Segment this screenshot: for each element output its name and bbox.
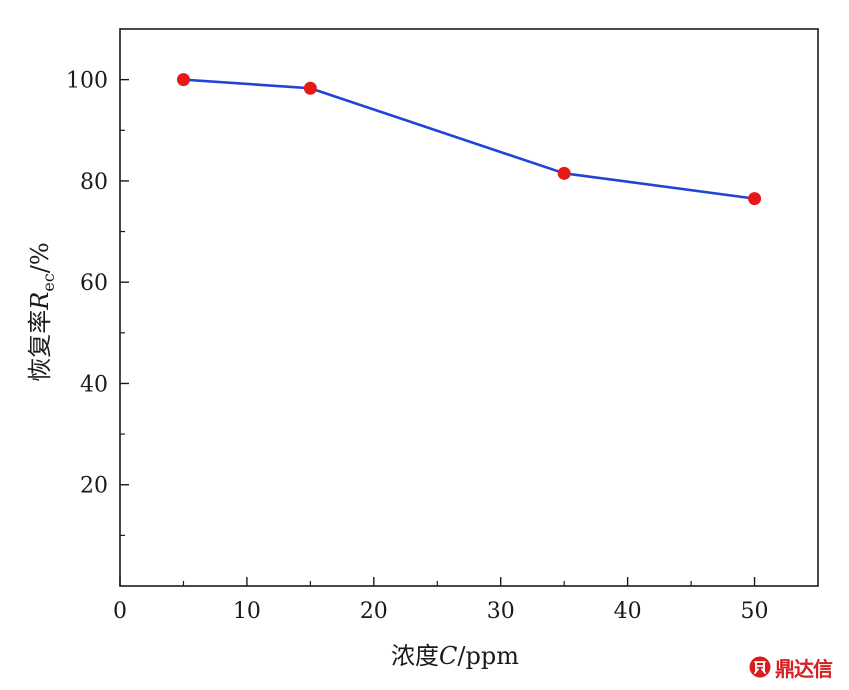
data-point [748,192,762,206]
logo-seal-icon [749,656,771,678]
y-tick-label: 100 [66,69,108,94]
y-axis-title-subscript: ec [39,273,58,291]
x-axis-title-prefix: 浓度 [391,642,439,670]
plot-frame [119,28,819,587]
data-point [557,166,571,180]
tick-labels: 0 10 20 30 40 50 20 40 60 80 100 [66,69,769,624]
y-axis-title: 恢复率Rec/% [26,242,58,381]
x-axis-title-variable: C [439,642,457,670]
axis-ticks [119,78,756,586]
x-tick-label: 50 [741,599,769,624]
x-tick-label: 0 [113,599,127,624]
y-axis-title-prefix: 恢复率 [26,310,54,382]
x-tick-label: 30 [487,599,515,624]
y-tick-label: 80 [80,170,108,195]
data-point [176,73,190,87]
watermark: 鼎达信 [748,652,833,682]
x-axis-title: 浓度C/ppm [391,642,519,670]
y-tick-label: 60 [80,271,108,296]
x-tick-label: 40 [614,599,642,624]
y-tick-label: 40 [80,372,108,397]
y-axis-title-variable: R [26,292,54,311]
series-line [183,78,755,200]
x-tick-label: 10 [233,599,261,624]
data-point [303,81,317,95]
y-axis-title-unit: /% [26,242,54,273]
x-axis-title-unit: /ppm [457,642,519,670]
x-tick-label: 20 [360,599,388,624]
y-tick-label: 20 [80,474,108,499]
data-points [176,73,762,206]
watermark-text: 鼎达信 [775,656,833,681]
